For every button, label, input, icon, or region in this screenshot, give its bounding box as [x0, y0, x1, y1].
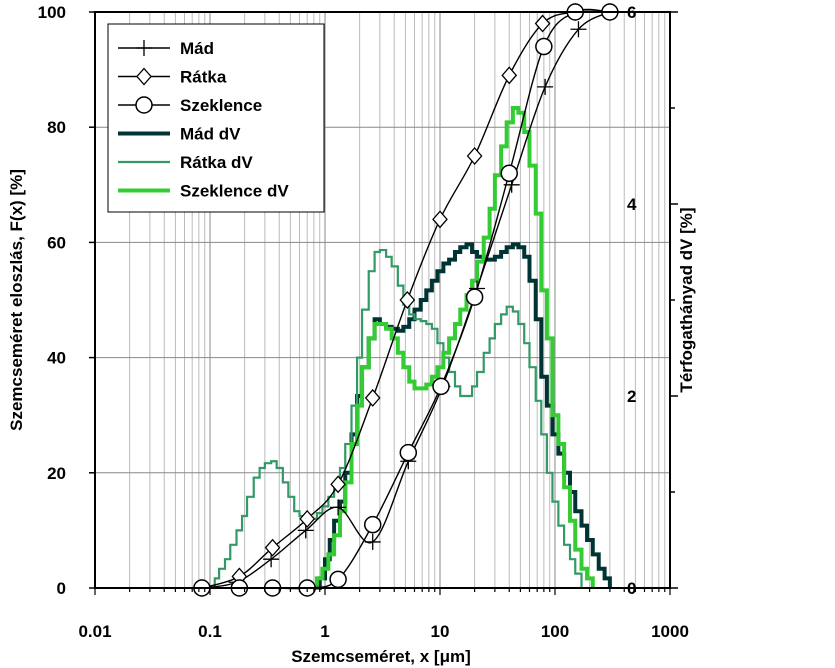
y-tick-label: 0 [57, 579, 66, 598]
y2-axis-label: Térfogathányad dV [%] [677, 207, 696, 392]
y-tick-label: 60 [47, 233, 66, 252]
series-line-ratka-dv [210, 248, 583, 590]
x-axis-label: Szemcseméret, x [μm] [291, 647, 471, 666]
data-point-ratka [399, 291, 416, 309]
data-point-ratka [432, 210, 448, 229]
data-point-ratka [299, 509, 316, 528]
legend-item-szeklence: Szeklence [118, 96, 262, 115]
data-point-mad [537, 78, 554, 95]
data-point-mad [364, 533, 381, 550]
legend-marker [135, 96, 153, 114]
legend-marker [136, 67, 152, 86]
x-tick-label: 100 [541, 622, 569, 641]
data-point-mad [330, 499, 347, 516]
legend-item-szeklence-dv: Szeklence dV [118, 182, 289, 201]
data-point-szeklence [399, 443, 418, 462]
data-point-ratka [534, 14, 551, 33]
legend-label: Rátka [180, 68, 227, 87]
legend-item-ratka: Rátka [118, 68, 227, 87]
data-point-szeklence [432, 377, 450, 396]
series-line-mad [201, 11, 611, 589]
data-point-ratka [466, 147, 483, 165]
series-layer [193, 3, 619, 597]
data-point-szeklence [500, 164, 518, 183]
y2-tick-label: 2 [627, 387, 636, 406]
data-point-szeklence [535, 37, 553, 56]
legend-label: Szeklence dV [180, 182, 289, 201]
legend-label: Mád dV [180, 125, 241, 144]
y-axis-label: Szemcseméret eloszlás, F(x) [%] [7, 169, 26, 431]
data-point-ratka [264, 538, 281, 557]
legend-item-mad-dv: Mád dV [118, 125, 241, 144]
series-line-szeklence-dv [310, 106, 595, 590]
data-point-szeklence [363, 515, 382, 534]
legend-item-ratka-dv: Rátka dV [118, 153, 253, 172]
data-point-szeklence [465, 288, 484, 306]
series-szeklence-dv [310, 106, 595, 590]
x-tick-label: 1 [320, 622, 329, 641]
y-tick-label: 100 [38, 3, 66, 22]
y-tick-label: 40 [47, 349, 66, 368]
legend-marker [136, 40, 152, 56]
x-tick-label: 10 [431, 622, 450, 641]
legend-label: Rátka dV [180, 153, 253, 172]
legend-label: Mád [180, 39, 214, 58]
legend: Mád Rátka Szeklence Mád dV Rátka dV Szeklence… [107, 23, 325, 213]
y2-tick-label: 4 [627, 195, 637, 214]
x-tick-label: 0.01 [78, 622, 111, 641]
y2-tick-label: 6 [627, 3, 636, 22]
y2-tick-label: 0 [627, 579, 636, 598]
y-tick-label: 20 [47, 464, 66, 483]
x-tick-label: 1000 [651, 622, 689, 641]
y-tick-label: 80 [47, 118, 66, 137]
legend-label: Szeklence [180, 96, 262, 115]
series-ratka-dv [210, 248, 583, 590]
legend-item-mad: Mád [118, 39, 214, 58]
data-point-ratka [364, 388, 381, 407]
plot-frame [89, 11, 678, 595]
data-point-ratka [330, 475, 346, 494]
x-tick-label: 0.1 [198, 622, 222, 641]
data-point-szeklence [329, 570, 347, 589]
data-point-mad [570, 21, 587, 38]
data-point-ratka [501, 66, 518, 85]
